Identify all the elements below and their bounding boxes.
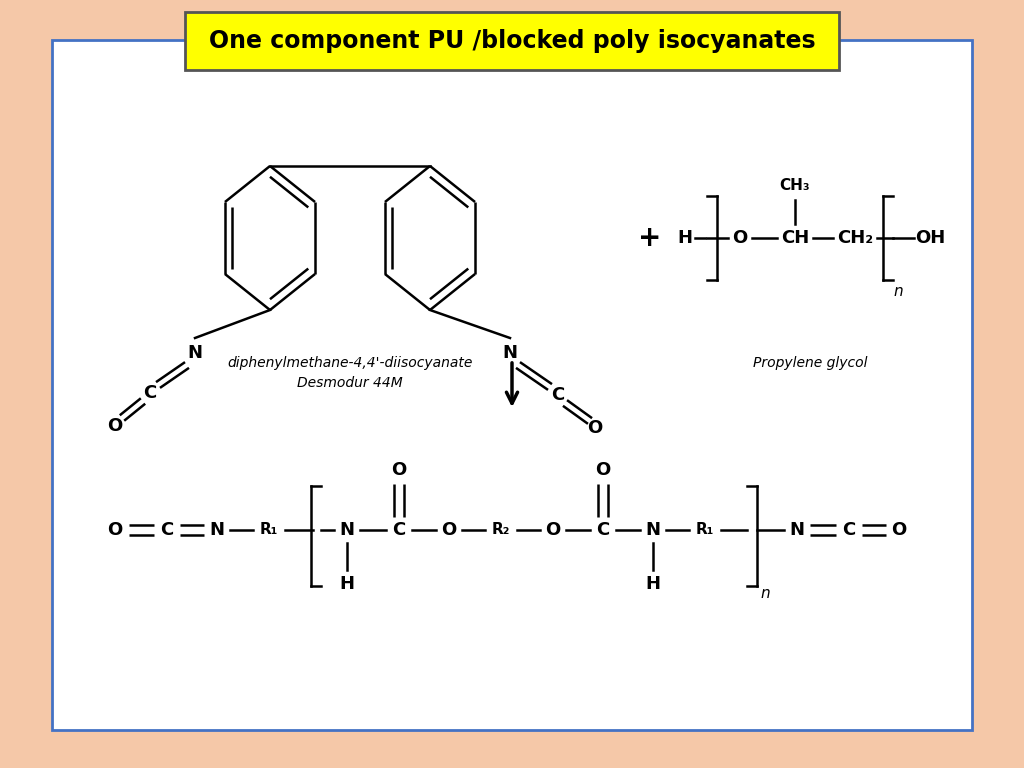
Text: N: N (503, 344, 517, 362)
Text: C: C (551, 386, 564, 404)
Text: H: H (645, 575, 660, 593)
Text: Desmodur 44M: Desmodur 44M (297, 376, 402, 390)
Bar (52, 40, 972, 730)
Text: C: C (143, 384, 157, 402)
Text: One component PU /blocked poly isocyanates: One component PU /blocked poly isocyanat… (209, 29, 815, 53)
Text: R₂: R₂ (492, 522, 510, 538)
Text: H: H (340, 575, 354, 593)
Text: n: n (760, 587, 770, 601)
Text: diphenylmethane-4,4'-diisocyanate: diphenylmethane-4,4'-diisocyanate (227, 356, 473, 370)
Text: CH₃: CH₃ (779, 178, 810, 194)
Text: C: C (392, 521, 406, 539)
Text: N: N (187, 344, 203, 362)
Text: C: C (596, 521, 609, 539)
Text: O: O (391, 461, 407, 479)
Text: O: O (732, 229, 748, 247)
Text: O: O (588, 419, 603, 437)
Text: O: O (546, 521, 560, 539)
Text: C: C (843, 521, 856, 539)
Text: N: N (340, 521, 354, 539)
Text: O: O (441, 521, 457, 539)
Text: OH: OH (914, 229, 945, 247)
Text: CH₂: CH₂ (837, 229, 873, 247)
Text: Propylene glycol: Propylene glycol (753, 356, 867, 370)
Text: O: O (891, 521, 906, 539)
Text: H: H (678, 229, 692, 247)
Text: N: N (645, 521, 660, 539)
Text: O: O (108, 417, 123, 435)
Text: CH: CH (781, 229, 809, 247)
Text: n: n (893, 284, 903, 300)
Text: C: C (161, 521, 174, 539)
Text: N: N (790, 521, 805, 539)
Text: O: O (108, 521, 123, 539)
Text: O: O (595, 461, 610, 479)
Text: N: N (210, 521, 224, 539)
Text: R₁: R₁ (260, 522, 279, 538)
Bar (185, 12, 839, 70)
Text: +: + (638, 224, 662, 252)
Text: R₁: R₁ (696, 522, 714, 538)
